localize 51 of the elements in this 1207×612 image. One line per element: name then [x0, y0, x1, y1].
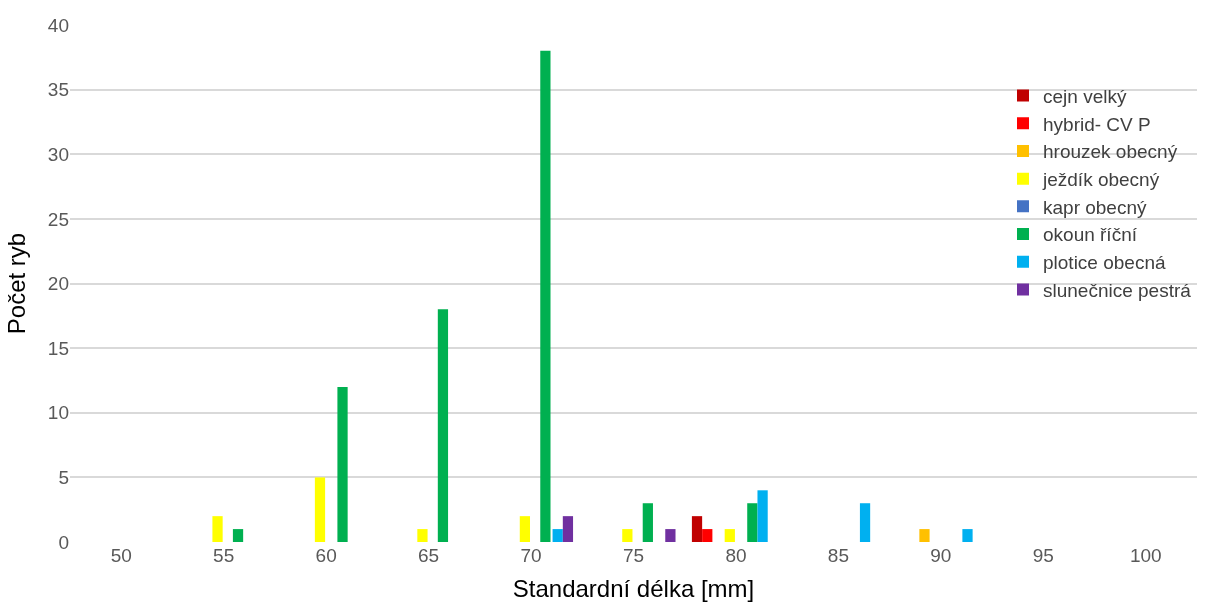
legend-label: cejn velký: [1043, 85, 1127, 107]
bar: [622, 529, 633, 542]
y-axis-title: Počet ryb: [2, 232, 30, 335]
y-tick-label: 5: [58, 467, 69, 489]
legend-label: ježdík obecný: [1042, 169, 1160, 191]
bar: [232, 529, 244, 542]
legend-label: hybrid- CV P: [1043, 113, 1151, 135]
y-tick-label: 0: [58, 531, 69, 553]
bar: [437, 309, 449, 542]
bar: [562, 516, 574, 542]
x-tick-label: 90: [930, 545, 952, 566]
bar: [691, 516, 703, 542]
bar: [314, 477, 326, 542]
bar: [552, 529, 563, 542]
bar: [859, 503, 871, 542]
y-tick-label: 20: [47, 273, 69, 295]
legend-label: kapr obecný: [1043, 196, 1148, 218]
bar: [724, 529, 735, 542]
bar: [757, 490, 768, 542]
bar: [337, 386, 348, 542]
bar: [417, 529, 428, 542]
bar: [540, 50, 551, 542]
bar: [747, 503, 758, 542]
x-tick-label: 85: [827, 545, 849, 566]
x-tick-label: 50: [110, 545, 132, 566]
x-tick-label: 100: [1129, 545, 1162, 566]
x-tick-label: 75: [622, 545, 645, 566]
x-tick-label: 70: [520, 545, 542, 566]
x-tick-label: 95: [1032, 545, 1054, 566]
y-tick-label: 25: [47, 208, 69, 230]
x-axis-title: Standardní délka [mm]: [512, 575, 755, 603]
legend-label: hrouzek obecný: [1043, 141, 1178, 163]
y-tick-label: 35: [47, 79, 69, 101]
x-tick-label: 60: [315, 545, 337, 566]
y-tick-label: 40: [47, 14, 69, 36]
bar: [665, 529, 676, 542]
y-tick-label: 30: [47, 143, 69, 165]
bar: [642, 503, 653, 542]
legend-label: plotice obecná: [1043, 252, 1166, 274]
bar: [919, 529, 930, 542]
legend-label: okoun říční: [1043, 224, 1138, 246]
bar: [702, 529, 713, 542]
y-tick-label: 15: [47, 337, 69, 359]
bar: [519, 516, 531, 542]
x-tick-label: 55: [213, 545, 235, 566]
y-tick-label: 10: [47, 402, 69, 424]
bar: [212, 516, 223, 542]
x-tick-label: 65: [418, 545, 440, 566]
x-tick-label: 80: [725, 545, 747, 566]
legend-label: slunečnice pestrá: [1043, 279, 1192, 301]
bar: [962, 529, 973, 542]
